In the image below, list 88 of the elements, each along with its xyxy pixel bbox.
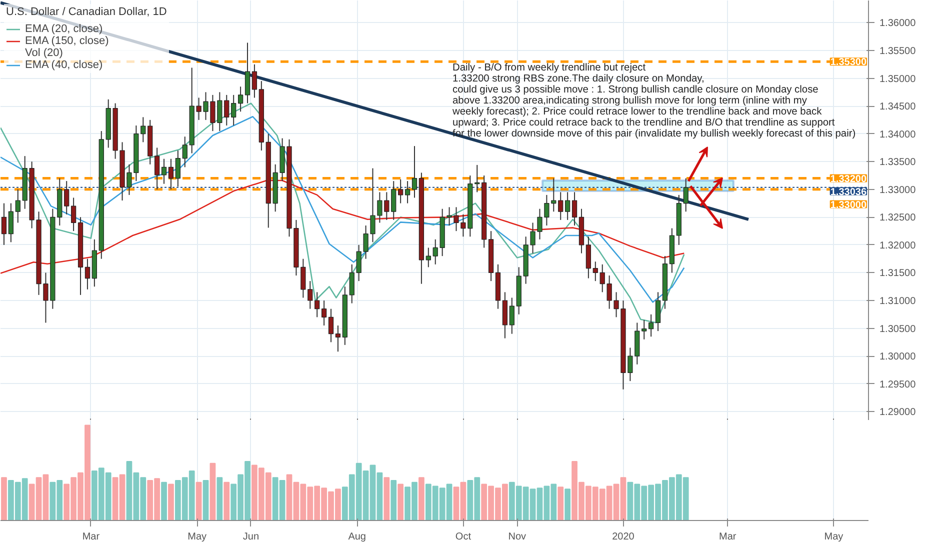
line-series: [0, 116, 685, 303]
candlestick: [161, 158, 167, 184]
candlestick: [592, 261, 598, 282]
bar: [398, 484, 404, 520]
candlestick: [252, 64, 258, 98]
candlestick: [231, 94, 236, 126]
x-tick-label: 2020: [612, 532, 635, 542]
candlestick: [356, 244, 362, 282]
bar: [558, 486, 564, 520]
x-tick-label: Oct: [455, 532, 472, 542]
y-tick-label: 1.29000: [880, 407, 916, 418]
bar: [1, 477, 7, 520]
bar: [168, 484, 174, 520]
candlestick: [15, 188, 20, 224]
candlestick: [238, 86, 244, 112]
candlestick: [64, 180, 70, 215]
candlestick: [168, 158, 174, 190]
bar: [564, 488, 571, 520]
candlestick: [335, 325, 341, 352]
bar: [390, 480, 397, 520]
candlestick: [321, 300, 327, 326]
x-tick-label: Mar: [718, 532, 737, 542]
bar: [384, 477, 390, 520]
y-tick-label: 1.36000: [880, 18, 916, 30]
candlestick: [586, 236, 592, 279]
y-tick-label: 1.32500: [880, 212, 916, 224]
y-tick-label: 1.29500: [880, 379, 916, 390]
candlestick: [182, 136, 188, 168]
y-tick-label: 1.35000: [880, 74, 916, 85]
text: Vol (20): [25, 47, 63, 59]
y-tick-label: 1.30000: [880, 352, 916, 363]
y-tick-label: 1.31500: [880, 268, 916, 280]
y-tick-label: 1.35500: [880, 46, 916, 57]
candlestick: [398, 178, 404, 204]
bar: [161, 482, 167, 520]
candlestick: [572, 192, 578, 226]
ref-line-label: 1.33000: [830, 200, 867, 211]
candlestick: [404, 180, 410, 204]
bar: [202, 480, 209, 520]
candlestick: [683, 178, 688, 212]
candlestick: [154, 147, 160, 190]
legend-label: EMA (20, close): [25, 23, 103, 35]
x-tick-label: Nov: [508, 532, 526, 542]
y-tick-label: 1.32000: [880, 240, 916, 252]
candlestick: [606, 275, 612, 310]
y-tick-label: 1.31000: [880, 296, 916, 307]
x-tick-label: May: [188, 532, 207, 542]
x-tick-label: Aug: [348, 532, 366, 542]
candlestick: [349, 264, 354, 304]
candlestick: [314, 292, 320, 318]
candlestick: [655, 292, 661, 332]
text: U.S. Dollar / Canadian Dollar, 1D: [6, 6, 167, 18]
candlestick: [175, 150, 180, 188]
candlestick: [648, 314, 654, 338]
y-tick-label: 1.33500: [880, 157, 916, 168]
candlestick: [642, 319, 647, 340]
ref-line-label: 1.33036: [830, 186, 867, 198]
candlestick: [432, 238, 438, 265]
bar: [418, 477, 424, 520]
candlestick: [244, 42, 250, 104]
candlestick: [509, 297, 514, 334]
line-series: [0, 180, 685, 274]
candlestick: [328, 308, 334, 343]
bar: [210, 462, 216, 520]
candlestick: [1, 202, 7, 246]
y-tick-label: 1.34500: [880, 102, 916, 113]
bar: [224, 482, 230, 520]
candlestick: [8, 202, 14, 243]
legend-label: EMA (40, close): [25, 59, 103, 71]
bar: [196, 482, 202, 520]
x-tick-label: Jun: [242, 532, 260, 542]
bar: [216, 477, 223, 520]
legend-label: EMA (150, close): [25, 35, 109, 47]
candlestick: [140, 116, 146, 143]
candlestick: [84, 258, 90, 290]
y-tick-label: 1.34000: [880, 129, 916, 140]
candlestick: [70, 197, 76, 232]
candlestick: [565, 192, 570, 220]
x-tick-label: May: [824, 532, 844, 542]
candlestick: [426, 247, 431, 268]
candlestick: [558, 192, 564, 220]
x-tick-label: Mar: [82, 532, 100, 542]
y-tick-label: 1.33000: [880, 184, 916, 196]
ref-line-label: 1.33200: [830, 174, 867, 185]
candlestick: [530, 222, 536, 254]
candlestick: [600, 264, 605, 293]
candlestick: [412, 146, 418, 198]
y-tick-label: 1.30500: [880, 324, 916, 335]
